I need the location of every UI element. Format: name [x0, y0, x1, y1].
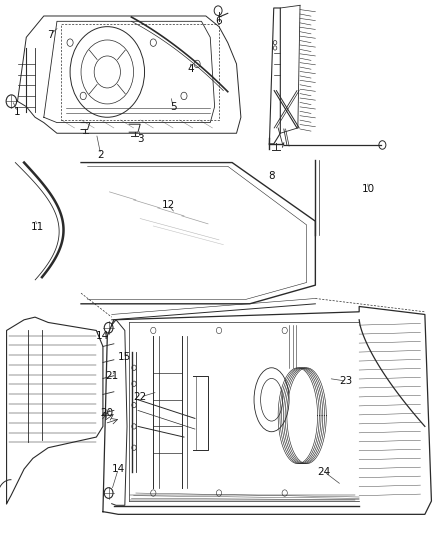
- Text: 6: 6: [215, 17, 223, 26]
- Text: 21: 21: [105, 371, 118, 381]
- Text: 22: 22: [134, 392, 147, 402]
- Text: 14: 14: [96, 331, 110, 341]
- Text: 24: 24: [318, 467, 331, 477]
- Text: 11: 11: [31, 222, 44, 231]
- Text: 7: 7: [47, 30, 54, 39]
- Text: 1: 1: [14, 107, 21, 117]
- Text: 14: 14: [112, 464, 125, 474]
- Text: 8: 8: [268, 171, 275, 181]
- Text: 12: 12: [162, 200, 175, 210]
- Text: 2: 2: [97, 150, 104, 159]
- Text: 4: 4: [187, 64, 194, 74]
- Text: 20: 20: [101, 408, 114, 418]
- Text: 3: 3: [137, 134, 144, 143]
- Text: 5: 5: [170, 102, 177, 111]
- Text: 15: 15: [118, 352, 131, 362]
- Text: 10: 10: [361, 184, 374, 194]
- Text: 23: 23: [339, 376, 353, 386]
